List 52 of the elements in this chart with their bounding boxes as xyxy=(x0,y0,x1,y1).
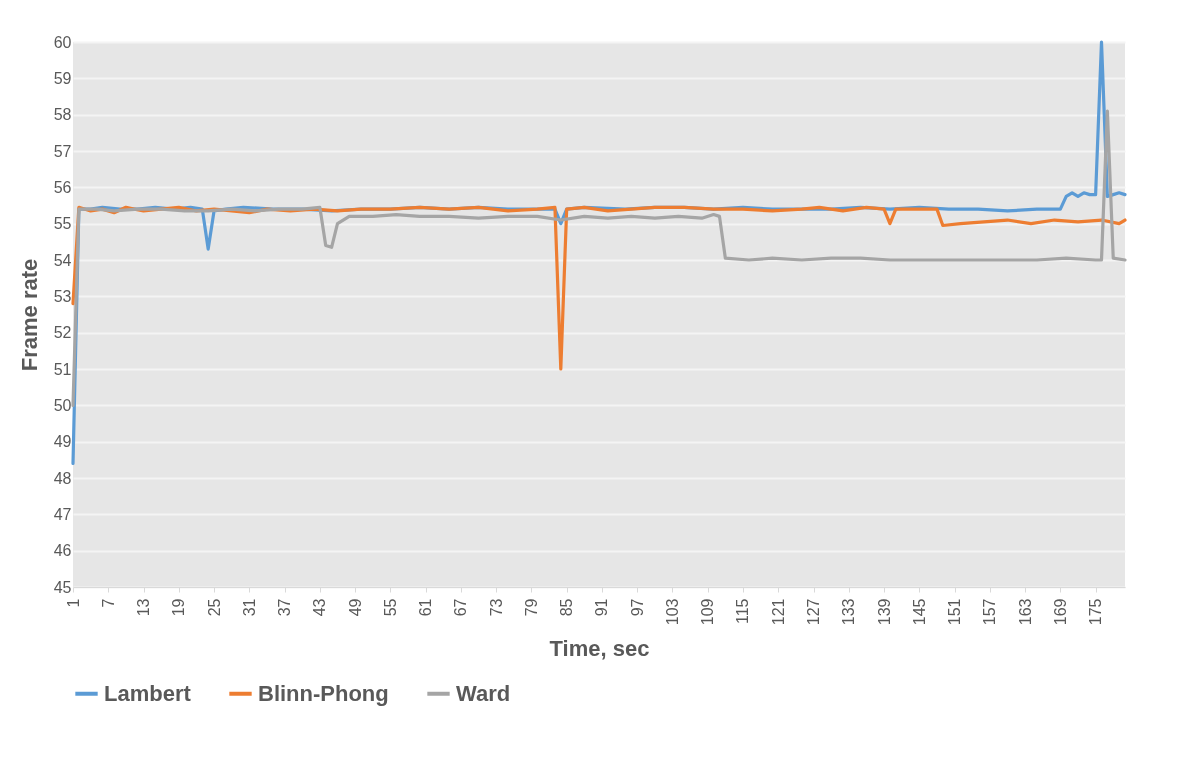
y-tick-label: 58 xyxy=(53,106,72,124)
y-tick-label: 50 xyxy=(53,396,72,414)
x-tick-label: 19 xyxy=(170,598,188,617)
x-axis-title: Time, sec xyxy=(549,636,650,662)
x-tick-label: 1 xyxy=(64,598,82,608)
y-tick-label: 60 xyxy=(53,33,72,51)
legend-label: Ward xyxy=(456,680,511,706)
legend-label: Blinn-Phong xyxy=(258,680,389,706)
x-tick-label: 139 xyxy=(875,598,893,626)
x-tick-label: 133 xyxy=(840,598,858,626)
x-tick-label: 79 xyxy=(522,598,540,617)
x-tick-label: 73 xyxy=(487,598,505,617)
y-tick-label: 52 xyxy=(53,324,72,342)
y-tick-label: 54 xyxy=(53,251,72,269)
x-tick-label: 67 xyxy=(452,598,470,617)
y-tick-label: 59 xyxy=(53,69,72,87)
y-tick-label: 53 xyxy=(53,287,72,305)
y-tick-label: 51 xyxy=(53,360,72,378)
x-tick-label: 163 xyxy=(1016,598,1034,626)
y-tick-label: 45 xyxy=(53,578,72,596)
x-tick-label: 175 xyxy=(1087,598,1105,626)
y-tick-label: 56 xyxy=(53,178,72,196)
x-tick-label: 49 xyxy=(346,598,364,617)
y-tick-label: 47 xyxy=(53,505,72,523)
x-tick-label: 121 xyxy=(769,598,787,626)
x-tick-label: 127 xyxy=(805,598,823,626)
y-tick-label: 49 xyxy=(53,433,72,451)
x-tick-label: 43 xyxy=(311,598,329,617)
x-tick-label: 151 xyxy=(946,598,964,626)
x-tick-label: 85 xyxy=(558,598,576,617)
x-tick-label: 115 xyxy=(734,598,752,625)
y-tick-label: 57 xyxy=(53,142,72,160)
x-tick-label: 25 xyxy=(205,598,223,617)
x-tick-label: 37 xyxy=(276,598,294,617)
x-tick-label: 55 xyxy=(381,598,399,617)
x-tick-label: 61 xyxy=(417,598,435,617)
legend-label: Lambert xyxy=(104,680,192,706)
y-tick-label: 48 xyxy=(53,469,72,487)
x-tick-label: 157 xyxy=(981,598,999,626)
y-tick-label: 55 xyxy=(53,215,72,233)
x-tick-label: 7 xyxy=(99,598,117,608)
x-tick-label: 13 xyxy=(135,598,153,617)
x-tick-label: 145 xyxy=(910,598,928,626)
x-tick-label: 103 xyxy=(663,598,681,626)
x-tick-label: 91 xyxy=(593,598,611,617)
x-tick-label: 97 xyxy=(628,598,646,617)
x-tick-label: 31 xyxy=(240,598,258,617)
x-tick-label: 169 xyxy=(1051,598,1069,626)
x-tick-label: 109 xyxy=(699,598,717,626)
line-series xyxy=(71,109,1127,407)
y-tick-label: 46 xyxy=(53,542,72,560)
y-axis-title: Frame rate xyxy=(16,258,42,372)
